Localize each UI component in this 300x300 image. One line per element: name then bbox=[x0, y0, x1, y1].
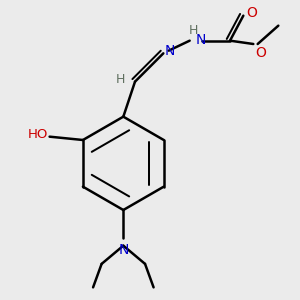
Text: N: N bbox=[118, 243, 128, 257]
Text: O: O bbox=[247, 6, 257, 20]
Text: N: N bbox=[196, 33, 206, 47]
Text: H: H bbox=[115, 74, 125, 86]
Text: N: N bbox=[165, 44, 175, 58]
Text: HO: HO bbox=[28, 128, 48, 142]
Text: O: O bbox=[255, 46, 266, 60]
Text: H: H bbox=[189, 24, 198, 37]
